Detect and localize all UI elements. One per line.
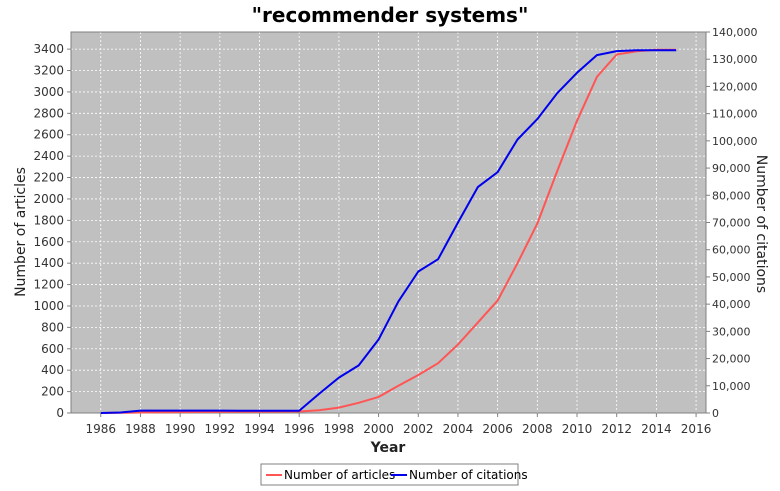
x-axis-title: Year	[370, 440, 406, 456]
y-axis-title: Number of articles	[13, 167, 29, 297]
x-tick-label: 1998	[324, 422, 355, 436]
x-tick-label: 2012	[601, 422, 632, 436]
y-tick-label: 0	[56, 406, 64, 420]
y2-tick-label: 40,000	[712, 298, 751, 311]
y-tick-label: 2200	[33, 171, 64, 185]
legend: Number of articles Number of citations	[260, 463, 528, 486]
y-tick-label: 2600	[33, 128, 64, 142]
axes: 1986 1988 1990 1992 1994 1996 1998 2000 2002 2004…	[33, 26, 757, 436]
series-line-citations	[100, 49, 677, 414]
x-tick-label: 1992	[205, 422, 236, 436]
legend-label-articles: Number of articles	[284, 468, 395, 482]
legend-label-citations: Number of citations	[409, 468, 528, 482]
y2-tick-label: 130,000	[712, 53, 758, 66]
y-tick-label: 400	[41, 363, 64, 377]
y-tick-label: 2000	[33, 192, 64, 206]
plot-border	[70, 31, 707, 414]
grid	[71, 32, 706, 414]
x-tick-label: 2014	[641, 422, 672, 436]
y-tick-label: 3400	[33, 42, 64, 56]
x-tick-label: 1994	[244, 422, 275, 436]
x-tick-label: 1986	[85, 422, 116, 436]
y-tick-label: 3200	[33, 64, 64, 78]
y2-tick-label: 0	[712, 407, 719, 420]
x-tick-label: 2004	[443, 422, 474, 436]
y2-tick-label: 30,000	[712, 325, 751, 338]
y2-axis-title: Number of citations	[753, 155, 769, 293]
x-tick-label: 2000	[363, 422, 394, 436]
y-tick-label: 1200	[33, 278, 64, 292]
y-tick-label: 3000	[33, 85, 64, 99]
x-tick-label: 2016	[681, 422, 712, 436]
series-lines	[100, 48, 677, 414]
x-tick-label: 1990	[165, 422, 196, 436]
y-tick-label: 600	[41, 342, 64, 356]
y2-tick-label: 60,000	[712, 244, 751, 257]
y2-tick-label: 50,000	[712, 271, 751, 284]
series-line-articles	[100, 48, 677, 414]
x-tick-label: 1996	[284, 422, 315, 436]
y2-tick-label: 90,000	[712, 162, 751, 175]
y-tick-label: 200	[41, 385, 64, 399]
x-tick-label: 2010	[562, 422, 593, 436]
y2-tick-label: 100,000	[712, 135, 758, 148]
x-tick-label: 1988	[125, 422, 156, 436]
y-tick-label: 2800	[33, 106, 64, 120]
y2-tick-label: 140,000	[712, 26, 758, 39]
y2-tick-label: 70,000	[712, 217, 751, 230]
chart-title: "recommender systems"	[252, 3, 529, 27]
y2-tick-label: 80,000	[712, 189, 751, 202]
x-tick-label: 2006	[482, 422, 513, 436]
x-tick-label: 2008	[522, 422, 553, 436]
y-tick-label: 2400	[33, 149, 64, 163]
legend-box	[260, 463, 519, 486]
y-tick-label: 1000	[33, 299, 64, 313]
y-tick-label: 1400	[33, 256, 64, 270]
y-tick-label: 1600	[33, 235, 64, 249]
x-tick-label: 2002	[403, 422, 434, 436]
y-tick-label: 1800	[33, 213, 64, 227]
y2-tick-label: 110,000	[712, 108, 758, 121]
y-tick-label: 800	[41, 320, 64, 334]
y2-tick-label: 120,000	[712, 80, 758, 93]
y2-tick-label: 20,000	[712, 353, 751, 366]
plot-background	[71, 32, 706, 413]
y2-tick-label: 10,000	[712, 380, 751, 393]
